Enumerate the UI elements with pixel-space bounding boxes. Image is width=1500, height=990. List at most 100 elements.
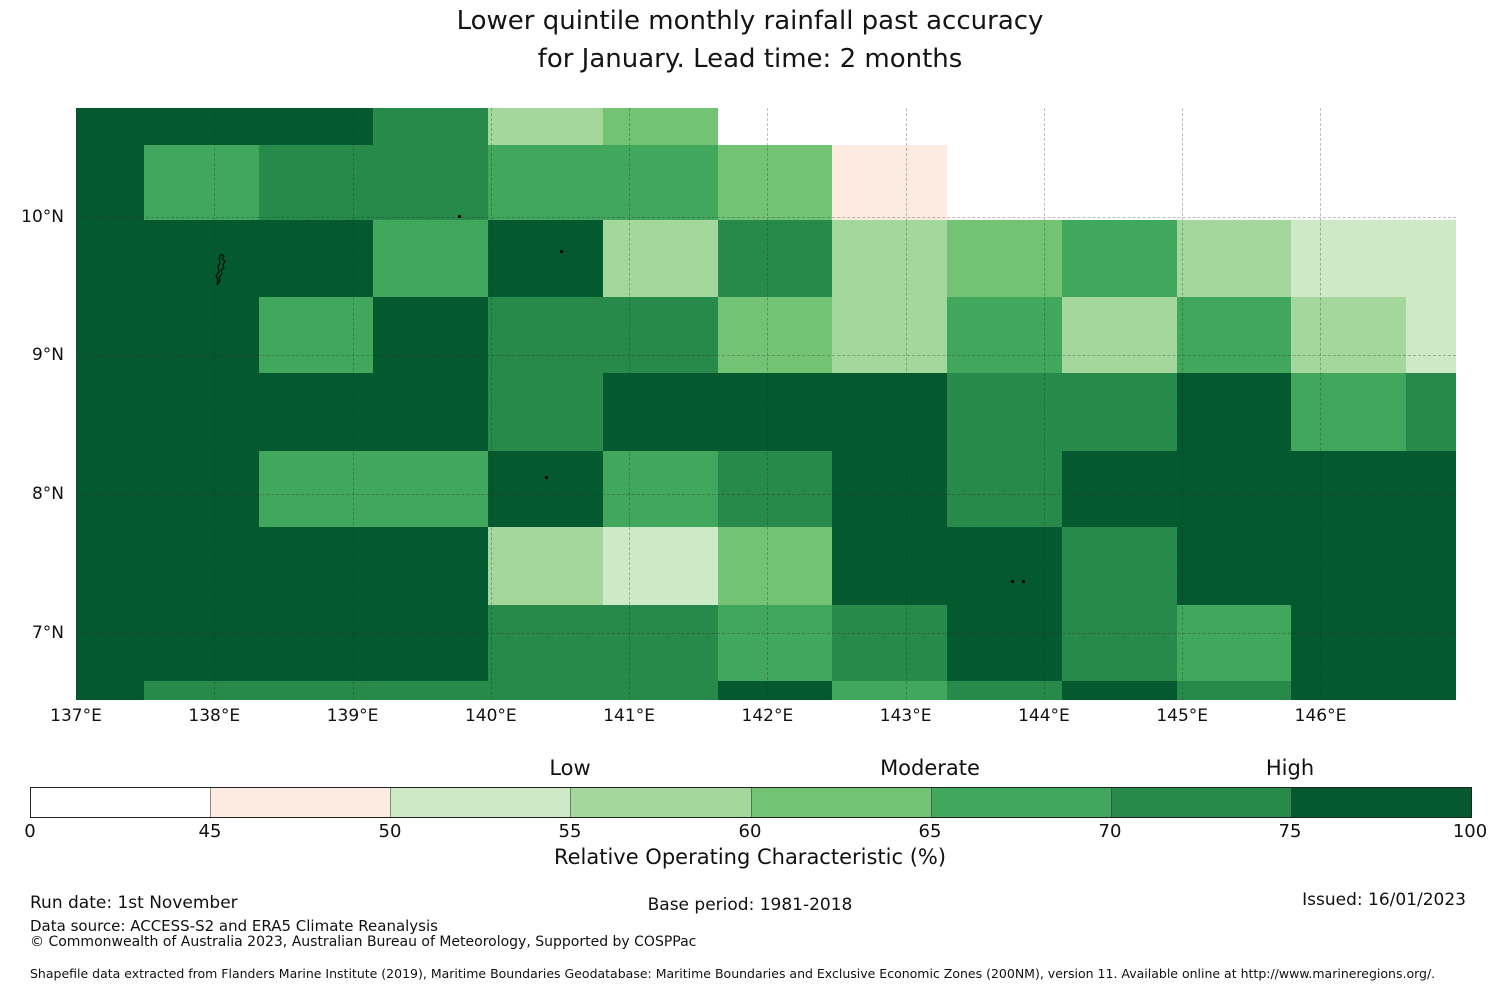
y-axis-tick-label: 9°N	[31, 345, 64, 366]
map-cell	[1176, 605, 1292, 682]
map-cell	[832, 527, 948, 606]
map-cell	[602, 527, 718, 606]
map-cell	[1061, 144, 1177, 220]
map-cell	[717, 219, 833, 298]
map-cell	[947, 681, 1062, 700]
map-cell	[488, 144, 603, 220]
map-cell	[947, 373, 1062, 452]
map-cell	[1406, 373, 1456, 452]
colorbar-category-label: Moderate	[880, 756, 980, 780]
y-axis-tick-label: 10°N	[21, 206, 64, 227]
island-dot	[457, 215, 461, 219]
map-cell	[832, 681, 948, 700]
chart-title-line1: Lower quintile monthly rainfall past acc…	[456, 6, 1044, 36]
parallel-gridline	[76, 632, 1456, 634]
map-cell	[947, 605, 1062, 682]
colorbar-tick-label: 45	[198, 821, 222, 842]
map-cell	[488, 451, 603, 528]
x-axis-tick-label: 144°E	[1018, 706, 1070, 726]
colorbar-segment	[1110, 788, 1291, 817]
colorbar-category-label: High	[1265, 756, 1315, 780]
x-axis-tick-label: 142°E	[741, 706, 794, 726]
map-cell	[602, 605, 718, 682]
map-cell	[1061, 219, 1177, 298]
map-cell	[373, 605, 489, 682]
map-cell	[76, 451, 144, 528]
x-axis-tick-label: 145°E	[1156, 706, 1209, 726]
map-cell	[1291, 373, 1407, 452]
map-cell	[258, 681, 374, 700]
map-cell	[143, 451, 259, 528]
map-cell	[258, 297, 374, 374]
map-cell	[1291, 108, 1407, 145]
map-cell	[488, 605, 603, 682]
map-cell	[143, 297, 259, 374]
map-cell	[832, 108, 948, 145]
island-outline	[215, 252, 226, 285]
map-cell	[258, 451, 374, 528]
map-cell	[832, 373, 948, 452]
map-cell	[488, 373, 603, 452]
footer-base-period: Base period: 1981-2018	[647, 895, 853, 915]
map-cell	[1176, 451, 1292, 528]
meridian-gridline	[767, 108, 769, 700]
parallel-gridline	[76, 355, 1456, 357]
map-cell	[143, 108, 259, 145]
map-cell	[832, 297, 948, 374]
colorbar-segment	[930, 788, 1111, 817]
map-cell	[76, 605, 144, 682]
colorbar-tick-label: 60	[738, 821, 762, 842]
meridian-gridline	[905, 108, 907, 700]
island-dot	[559, 249, 563, 253]
map-cell	[1406, 605, 1456, 682]
meridian-gridline	[214, 108, 216, 700]
map-cell	[717, 108, 833, 145]
map-cell	[947, 108, 1062, 145]
x-axis-tick-label: 137°E	[50, 706, 102, 726]
map-cell	[602, 373, 718, 452]
map-cell	[373, 108, 489, 145]
colorbar-tick-label: 70	[1098, 821, 1122, 842]
map-cell	[1061, 297, 1177, 374]
map-cell	[1061, 681, 1177, 700]
map-cell	[717, 373, 833, 452]
map-cell	[143, 605, 259, 682]
map-cell	[258, 373, 374, 452]
map-cell	[143, 219, 259, 298]
map-cell	[143, 373, 259, 452]
meridian-gridline	[629, 108, 631, 700]
colorbar-tick-label: 50	[378, 821, 402, 842]
map-cell	[1176, 219, 1292, 298]
map-cell	[1406, 681, 1456, 700]
map-cell	[143, 681, 259, 700]
map-cell	[832, 605, 948, 682]
colorbar-category-label: Low	[549, 756, 591, 780]
x-axis-tick-label: 140°E	[464, 706, 517, 726]
map-cell	[76, 108, 144, 145]
map-cell	[947, 527, 1062, 606]
map-cell	[373, 144, 489, 220]
map-cell	[1291, 605, 1407, 682]
map-cell	[1291, 219, 1407, 298]
meridian-gridline	[352, 108, 354, 700]
map-cell	[488, 297, 603, 374]
map-cell	[1291, 297, 1407, 374]
map-cell	[373, 219, 489, 298]
map-cell	[602, 108, 718, 145]
map-cell	[1061, 108, 1177, 145]
map-cell	[76, 681, 144, 700]
colorbar-tick-label: 75	[1278, 821, 1302, 842]
map-cell	[1176, 527, 1292, 606]
map-cell	[76, 297, 144, 374]
colorbar-segment	[750, 788, 931, 817]
map-cell	[1176, 681, 1292, 700]
map-cell	[373, 373, 489, 452]
colorbar-axis-label: Relative Operating Characteristic (%)	[553, 845, 947, 869]
map-cell	[258, 605, 374, 682]
map-cell	[717, 297, 833, 374]
footer-shapefile-note: Shapefile data extracted from Flanders M…	[30, 966, 1436, 981]
map-cell	[832, 219, 948, 298]
map-cell	[488, 527, 603, 606]
map-cell	[1291, 144, 1407, 220]
map-cell	[373, 527, 489, 606]
